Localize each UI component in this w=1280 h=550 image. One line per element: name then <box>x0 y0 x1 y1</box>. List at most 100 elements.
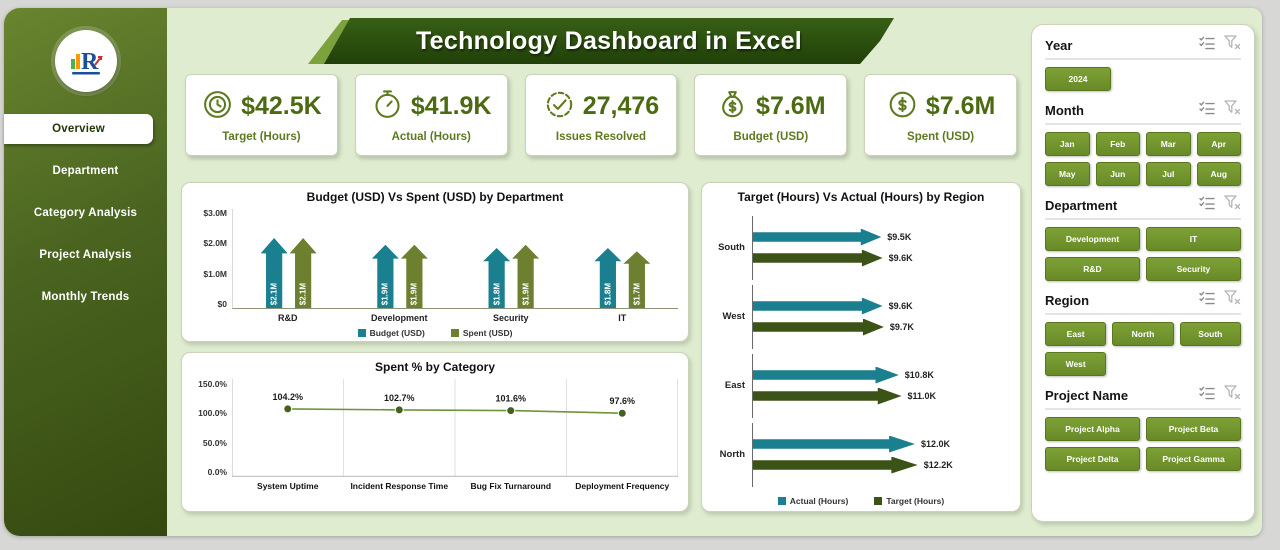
y-tick: 100.0% <box>198 408 227 419</box>
y-tick: 50.0% <box>202 437 227 448</box>
filter-option-south[interactable]: South <box>1179 322 1241 346</box>
multi-select-icon[interactable] <box>1199 386 1215 405</box>
filter-option-east[interactable]: East <box>1045 322 1107 346</box>
line-chart-svg: 104.2% 102.7% 101.6% 97.6% <box>231 379 678 477</box>
legend-swatch <box>357 329 366 337</box>
filter-divider <box>1045 58 1241 60</box>
region-bars: $9.6K $9.7K <box>752 284 1010 349</box>
filter-option-jun[interactable]: Jun <box>1095 162 1140 186</box>
x-axis-labels: R&D Development Security IT <box>232 313 678 323</box>
y-tick: 0.0% <box>207 466 227 477</box>
kpi-value: $7.6M <box>756 92 826 120</box>
bar-group-it: $1.8M $1.7M <box>594 248 651 308</box>
logo-icon: R <box>70 49 103 75</box>
kpi-top: $42.5K <box>201 88 322 126</box>
sidebar-item-department[interactable]: Department <box>52 165 119 177</box>
filter-option-north[interactable]: North <box>1112 322 1174 346</box>
filter-option-feb[interactable]: Feb <box>1095 132 1140 156</box>
dashboard-title-banner: Technology Dashboard in Excel <box>308 18 894 64</box>
y-tick: 150.0% <box>198 379 227 389</box>
x-axis-labels: System Uptime Incident Response Time Bug F… <box>232 481 678 491</box>
bar-budget-usd-r-d: $2.1M <box>260 238 288 308</box>
clear-filter-icon[interactable] <box>1224 195 1241 215</box>
multi-select-icon[interactable] <box>1199 196 1215 215</box>
filter-option-may[interactable]: May <box>1045 162 1090 186</box>
x-tick-incident-response-time: Incident Response Time <box>350 481 449 491</box>
filter-option-security[interactable]: Security <box>1146 257 1241 281</box>
filter-option-project-beta[interactable]: Project Beta <box>1146 417 1241 441</box>
bar-actual-hours-west <box>753 297 883 315</box>
svg-text:101.6%: 101.6% <box>495 394 526 404</box>
sidebar-nav: Overview Department Category Analysis Proje… <box>4 114 167 312</box>
legend-item-actual-hours: Actual (Hours) <box>777 496 849 506</box>
bar-value-label: $9.5K <box>887 232 912 242</box>
legend-label: Target (Hours) <box>886 496 945 506</box>
bar-spent-usd-development: $1.9M <box>400 244 428 308</box>
filter-divider <box>1045 218 1241 220</box>
bar-plot-area: $2.1M $2.1M $1.9M $1.9M $1.8M $1.9M $1.8M $1.7M <box>232 209 678 309</box>
line-plot-area: 104.2% 102.7% 101.6% 97.6% <box>231 379 678 477</box>
filter-option-apr[interactable]: Apr <box>1196 132 1241 156</box>
bar-value-label: $11.0K <box>907 391 937 401</box>
bar-value-label: $2.1M <box>269 282 279 305</box>
kpi-label: Spent (USD) <box>907 130 975 143</box>
bar-value-label: $9.6K <box>888 301 913 311</box>
filter-header: Month <box>1045 100 1241 120</box>
bar-budget-usd-it: $1.8M <box>594 248 622 308</box>
filter-option-jul[interactable]: Jul <box>1146 162 1191 186</box>
y-tick: $3.0M <box>203 208 227 218</box>
filter-options-region: East North South West <box>1045 322 1241 376</box>
filter-section-month: Month Jan Feb Mar Apr May Jun Jul Aug <box>1045 100 1241 186</box>
filter-option-mar[interactable]: Mar <box>1146 132 1191 156</box>
sidebar-item-overview[interactable]: Overview <box>4 114 153 144</box>
multi-select-icon[interactable] <box>1199 101 1215 120</box>
sidebar-item-monthly-trends[interactable]: Monthly Trends <box>41 291 130 303</box>
bar-group-security: $1.8M $1.9M <box>483 244 540 308</box>
bar-value-label: $1.8M <box>492 282 502 305</box>
filter-option-project-delta[interactable]: Project Delta <box>1045 447 1140 471</box>
clear-filter-icon[interactable] <box>1224 100 1241 120</box>
filter-section-region: Region East North South West <box>1045 290 1241 376</box>
filter-option-aug[interactable]: Aug <box>1196 162 1241 186</box>
chart-title: Budget (USD) Vs Spent (USD) by Departmen… <box>306 190 564 204</box>
clear-filter-icon[interactable] <box>1224 290 1241 310</box>
region-label: North <box>719 449 745 460</box>
bar-value-label: $12.0K <box>921 439 951 449</box>
filter-section-project-name: Project Name Project Alpha Project Beta Pro… <box>1045 385 1241 471</box>
stopwatch-icon <box>371 88 404 126</box>
filter-option-development[interactable]: Development <box>1045 227 1140 251</box>
x-tick-security: Security <box>492 313 529 323</box>
filter-option-project-gamma[interactable]: Project Gamma <box>1146 447 1241 471</box>
region-label: East <box>724 380 745 391</box>
page-title: Technology Dashboard in Excel <box>415 26 803 55</box>
region-row-west: West $9.6K $9.7K <box>712 284 1010 349</box>
filter-option-project-alpha[interactable]: Project Alpha <box>1045 417 1140 441</box>
kpi-card-actual-hours: $41.9K Actual (Hours) <box>354 74 508 156</box>
multi-select-icon[interactable] <box>1199 291 1215 310</box>
filter-option-west[interactable]: West <box>1045 352 1107 376</box>
filter-title-project-name: Project Name <box>1045 387 1129 403</box>
region-label: South <box>718 242 745 253</box>
bar-spent-usd-it: $1.7M <box>623 251 651 308</box>
clear-filter-icon[interactable] <box>1224 385 1241 405</box>
filter-option-r-d[interactable]: R&D <box>1045 257 1140 281</box>
chart-legend: Actual (Hours) Target (Hours) <box>712 496 1010 506</box>
filter-option-it[interactable]: IT <box>1146 227 1241 251</box>
kpi-value: $7.6M <box>925 92 996 120</box>
filter-panel: Year 2024 Month Jan Feb Mar Apr May Jun Jul Aug Dep… <box>1031 24 1255 522</box>
chart-target-vs-actual-by-region: Target (Hours) Vs Actual (Hours) by Regi… <box>701 182 1021 512</box>
dollar-coin-icon <box>886 88 919 126</box>
barline-actual-hours: $9.6K <box>753 297 1010 315</box>
y-axis-labels: $3.0M $2.0M $1.0M $0 <box>192 208 232 310</box>
bar-group-r-d: $2.1M $2.1M <box>260 238 317 308</box>
region-bars: $12.0K $12.2K <box>752 422 1010 487</box>
filter-option-2024[interactable]: 2024 <box>1045 67 1111 91</box>
sidebar-item-project-analysis[interactable]: Project Analysis <box>39 249 132 261</box>
sidebar-item-category-analysis[interactable]: Category Analysis <box>33 207 138 219</box>
filter-option-jan[interactable]: Jan <box>1045 132 1090 156</box>
multi-select-icon[interactable] <box>1199 36 1215 55</box>
clear-filter-icon[interactable] <box>1224 35 1241 55</box>
legend-label: Actual (Hours) <box>789 496 849 506</box>
filter-title-department: Department <box>1045 197 1118 213</box>
barline-target-hours: $11.0K <box>753 387 1010 405</box>
